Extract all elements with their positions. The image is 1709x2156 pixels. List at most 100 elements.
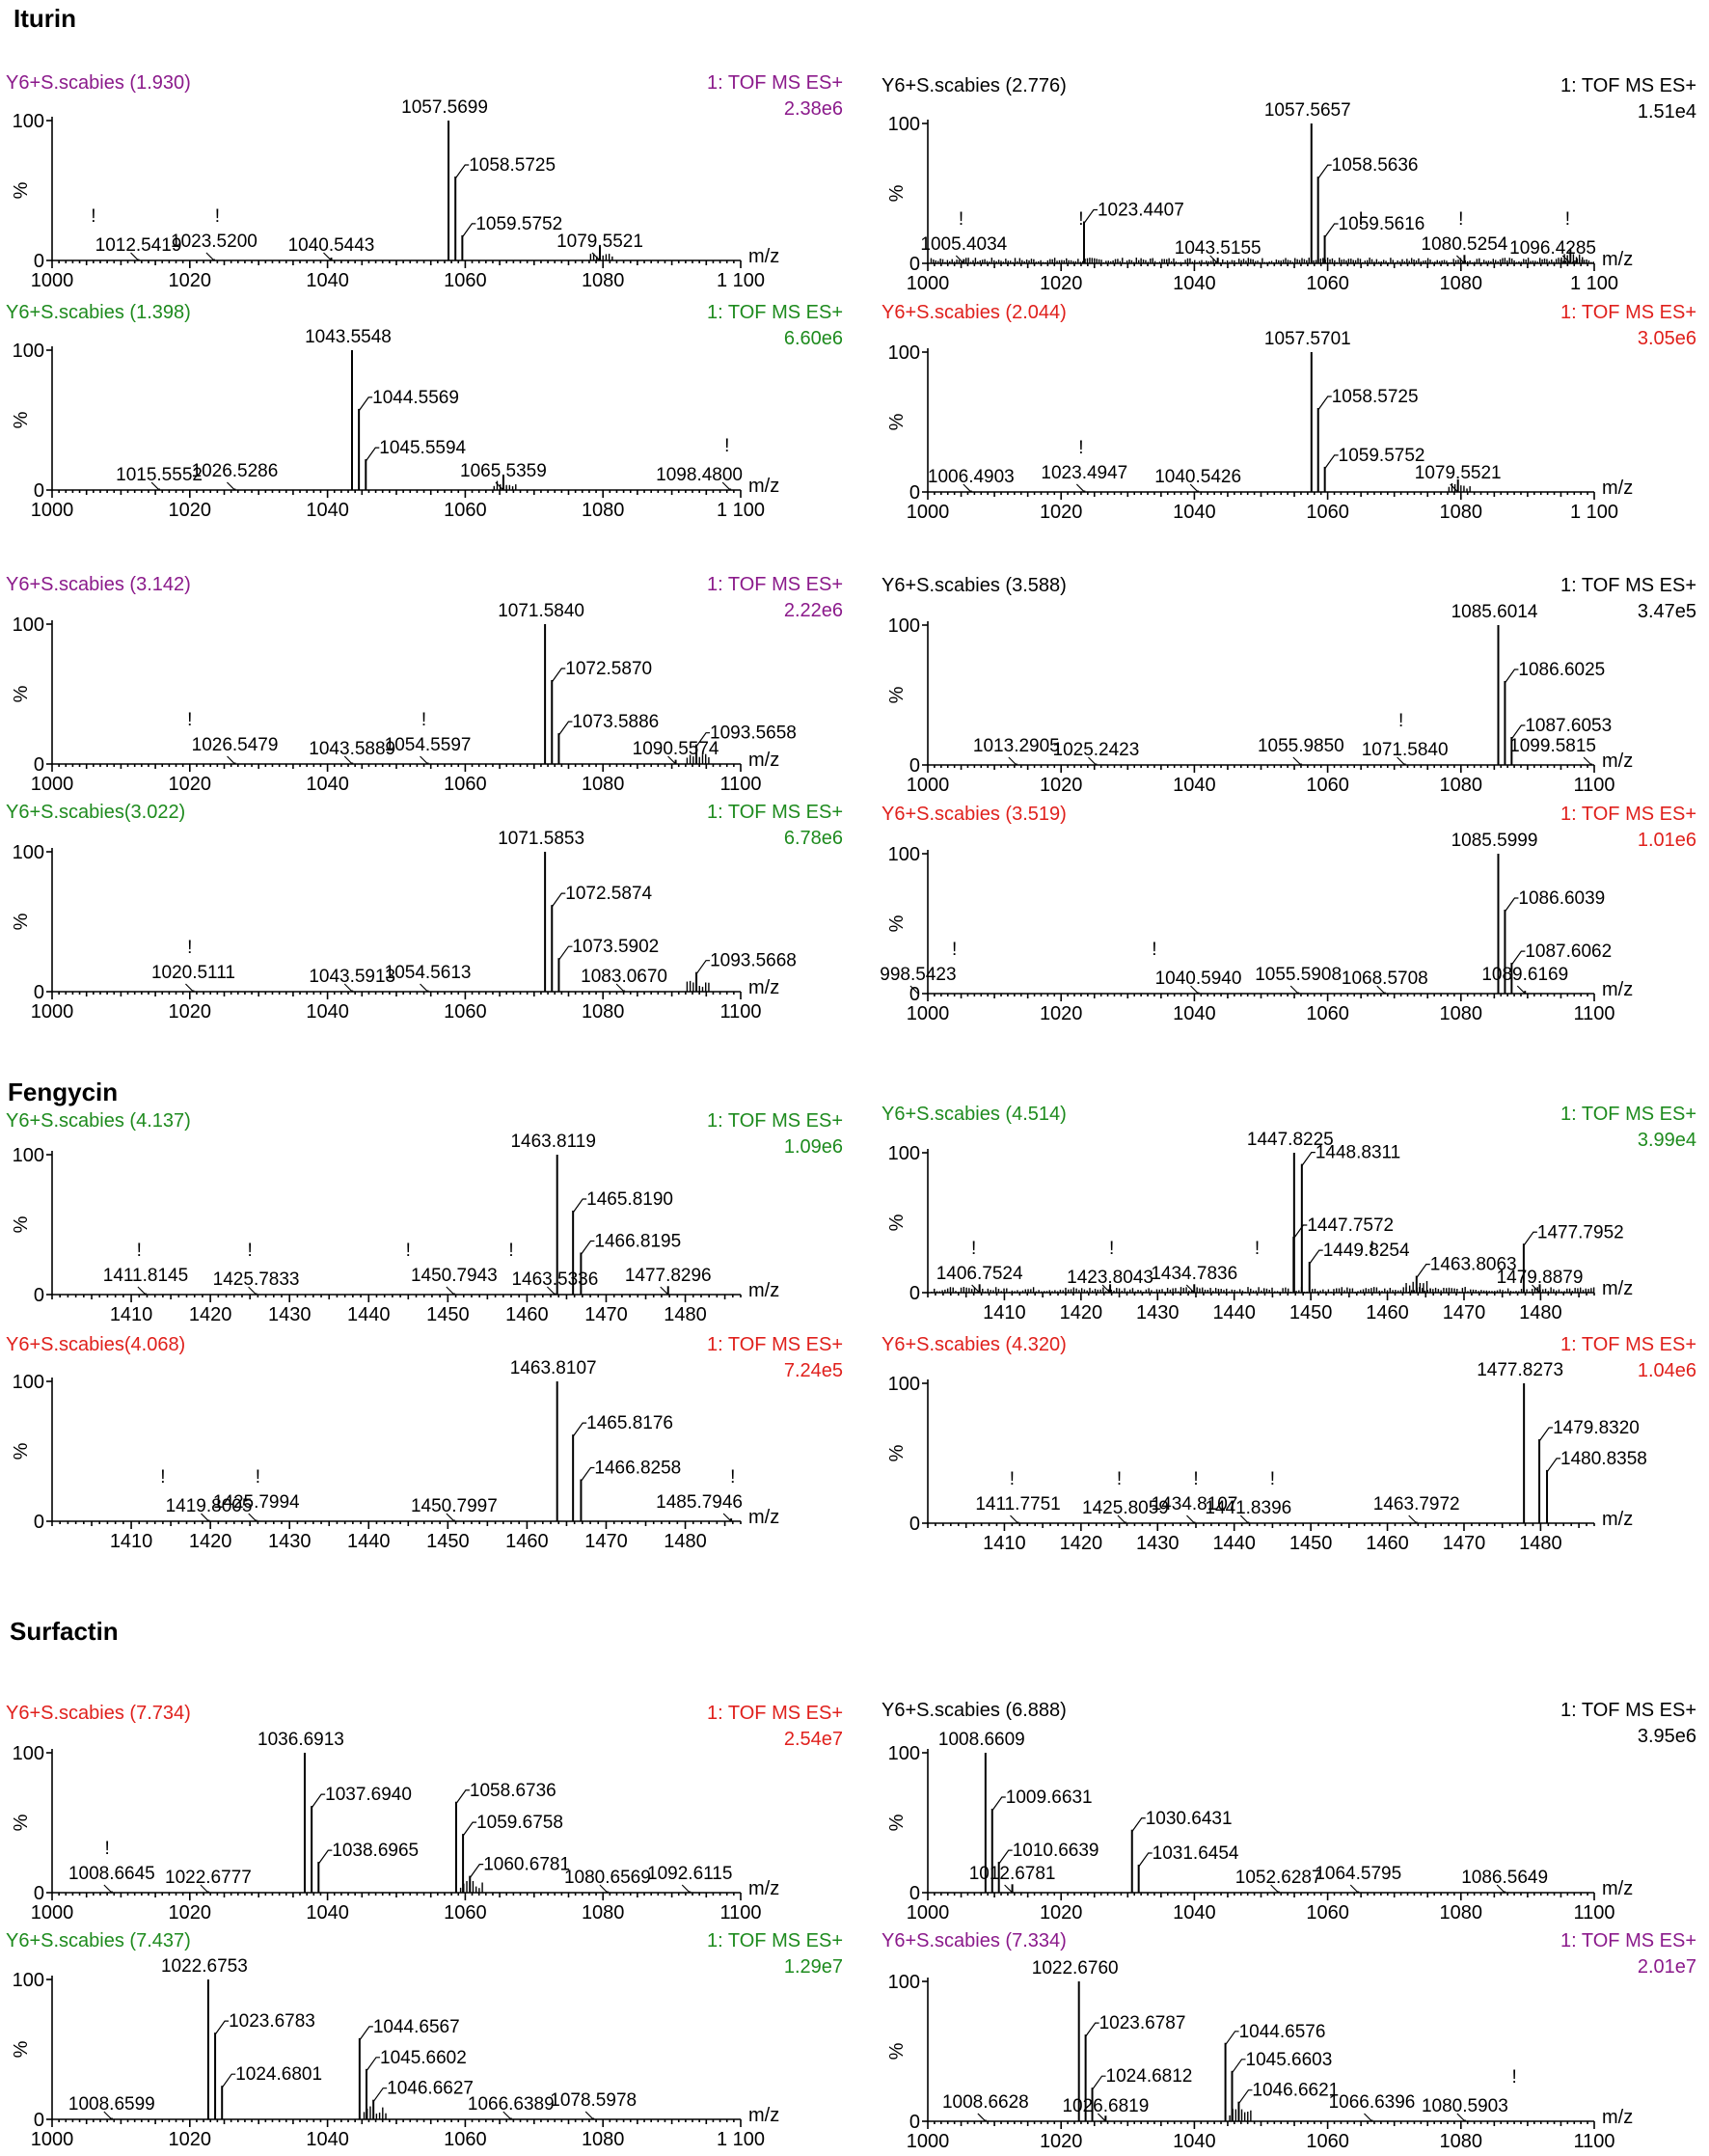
label-leader <box>991 1796 1006 1812</box>
marker-glyph: ! <box>421 710 426 730</box>
intensity-label: 6.60e6 <box>784 328 843 349</box>
peak-label: 1008.6599 <box>68 2094 155 2115</box>
charts-group: Y6+S.scabies (1.930) 1: TOF MS ES+ 2.38e6 1… <box>6 72 1696 2152</box>
marker-glyph: ! <box>91 206 95 227</box>
peak-label: 1043.5548 <box>305 327 392 347</box>
x-tick-label: 1040 <box>306 2129 349 2150</box>
label-leader <box>546 1286 556 1296</box>
x-axis-unit: m/z <box>1602 478 1633 499</box>
x-tick-label: 1 100 <box>1570 502 1618 523</box>
marker-glyph: ! <box>1078 438 1083 458</box>
y-zero-label: 0 <box>34 754 44 776</box>
peak-label: 1059.5616 <box>1339 214 1425 234</box>
x-axis-unit: m/z <box>748 977 779 998</box>
intensity-label: 2.54e7 <box>784 1729 843 1750</box>
x-tick-label: 1060 <box>444 270 487 291</box>
peak-label: 1045.6602 <box>380 2048 467 2068</box>
label-leader <box>1397 756 1406 766</box>
peak-label: 1080.5903 <box>1422 2096 1508 2116</box>
peak-label: 1068.5708 <box>1342 969 1428 989</box>
label-leader <box>572 1198 587 1214</box>
label-leader <box>584 2111 594 2120</box>
label-leader <box>599 1884 609 1894</box>
x-axis-unit: m/z <box>1602 2107 1633 2128</box>
peak-label: 1425.7833 <box>213 1269 300 1290</box>
peak-label: 1058.6736 <box>470 1781 556 1801</box>
peak-label: 1022.6753 <box>161 1956 248 1977</box>
label-leader <box>1237 2089 1253 2105</box>
peak-label: 1044.5569 <box>372 388 459 408</box>
spectrum-panel: Y6+S.scabies (2.776) 1: TOF MS ES+ 1.51e4 1… <box>882 75 1696 294</box>
peak-label: 1026.5479 <box>192 735 279 755</box>
peak-label: 1059.5752 <box>475 214 562 234</box>
marker-glyph: ! <box>959 209 963 230</box>
y-max-label: 100 <box>888 1143 920 1164</box>
label-leader <box>1185 1284 1195 1294</box>
y-axis-label: % <box>886 686 908 703</box>
peak-label: 1448.8311 <box>1316 1143 1400 1163</box>
marker-glyph: ! <box>1565 209 1570 230</box>
x-tick-label: 1000 <box>31 774 74 795</box>
peak-label: 1040.5426 <box>1154 467 1241 487</box>
label-leader <box>1309 1249 1323 1265</box>
label-leader <box>1190 985 1199 995</box>
peak-label: 1078.5978 <box>550 2090 637 2111</box>
label-leader <box>200 1884 209 1894</box>
x-tick-label: 1000 <box>31 2129 74 2150</box>
x-axis-unit: m/z <box>1602 1878 1633 1899</box>
peak-label: 1038.6965 <box>332 1841 419 1861</box>
label-leader <box>1289 985 1299 995</box>
label-leader <box>469 1863 484 1878</box>
x-tick-label: 1410 <box>983 1533 1026 1554</box>
marker-glyph: ! <box>406 1241 411 1261</box>
instrument-label: 1: TOF MS ES+ <box>707 1110 843 1132</box>
instrument-label: 1: TOF MS ES+ <box>707 1930 843 1951</box>
peak-label: 1450.7997 <box>411 1496 498 1516</box>
label-leader <box>185 983 194 993</box>
instrument-label: 1: TOF MS ES+ <box>1560 1930 1696 1951</box>
marker-glyph: ! <box>1458 209 1463 230</box>
label-leader <box>1408 1515 1418 1524</box>
peak-label: 1045.6603 <box>1246 2050 1333 2070</box>
x-tick-label: 1 100 <box>717 500 765 521</box>
label-leader <box>359 2026 373 2041</box>
x-tick-label: 1040 <box>1173 273 1216 294</box>
x-tick-label: 1430 <box>1136 1302 1180 1324</box>
peak-label: 1046.6621 <box>1252 2081 1339 2101</box>
instrument-label: 1: TOF MS ES+ <box>1560 575 1696 596</box>
x-tick-label: 1000 <box>907 1003 950 1024</box>
marker-glyph: ! <box>1109 1239 1114 1259</box>
label-leader <box>462 1821 477 1837</box>
x-axis-unit: m/z <box>748 1507 779 1528</box>
x-tick-label: 1060 <box>444 1001 487 1023</box>
label-leader <box>1416 1263 1430 1278</box>
marker-glyph: ! <box>1370 1239 1374 1259</box>
y-max-label: 100 <box>13 1372 44 1393</box>
x-tick-label: 1020 <box>1040 1003 1083 1024</box>
x-tick-label: 1450 <box>1289 1533 1333 1554</box>
peak-label: 1040.5443 <box>288 235 375 256</box>
x-tick-label: 1080 <box>582 774 625 795</box>
y-axis-label: % <box>886 1214 908 1231</box>
x-tick-label: 1000 <box>907 775 950 796</box>
label-leader <box>721 481 731 491</box>
peak-label: 1479.8320 <box>1553 1418 1640 1438</box>
peak-label: 1052.6287 <box>1235 1868 1322 1888</box>
intensity-label: 1.29e7 <box>784 1956 843 1978</box>
x-tick-label: 1020 <box>1040 2131 1083 2152</box>
peak-label: 1480.8358 <box>1560 1449 1647 1469</box>
intensity-label: 1.51e4 <box>1638 101 1696 123</box>
x-tick-label: 1000 <box>907 502 950 523</box>
x-tick-label: 1020 <box>1040 273 1083 294</box>
label-leader <box>317 1849 333 1865</box>
label-leader <box>1075 483 1085 493</box>
label-leader <box>1131 1817 1146 1833</box>
peak-label: 1098.4800 <box>656 465 743 485</box>
peak-label: 1044.6567 <box>373 2017 460 2037</box>
x-axis-unit: m/z <box>1602 751 1633 772</box>
label-leader <box>1510 724 1526 740</box>
peak-label: 1411.8145 <box>103 1266 188 1286</box>
marker-glyph: ! <box>160 1467 165 1487</box>
y-zero-label: 0 <box>909 482 920 504</box>
